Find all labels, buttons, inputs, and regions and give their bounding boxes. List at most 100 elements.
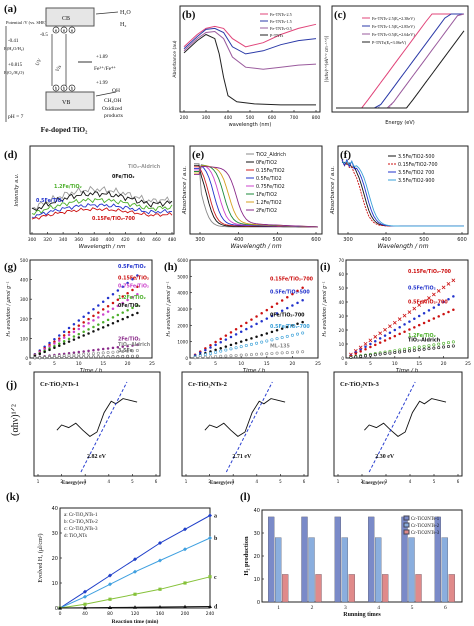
- x-tick-label-g: 5: [53, 361, 56, 367]
- data-point-g: [135, 354, 139, 358]
- data-point-g: [48, 348, 51, 352]
- data-point-i: [432, 306, 436, 309]
- data-point-i: [393, 328, 397, 332]
- data-point-g: [48, 341, 51, 345]
- data-point-h: [214, 348, 217, 352]
- x-tick-label-k: 160: [156, 611, 165, 617]
- x-tick-label-d: 440: [137, 237, 146, 243]
- data-point-g: [82, 352, 86, 356]
- x-tick-label-d: 460: [152, 237, 161, 243]
- y-tick-label-i: 0: [341, 356, 344, 361]
- data-point-g: [121, 345, 124, 348]
- data-point-g: [53, 342, 56, 345]
- data-point-h: [250, 325, 253, 328]
- x-axis-label-f: Wavelength / nm: [377, 243, 428, 250]
- plot-frame-j: [33, 371, 161, 477]
- data-point-h: [270, 305, 274, 309]
- x-tick-label-b: 300: [202, 115, 211, 121]
- legend-label-c: P-TNTs(Eₑ=3.06eV): [372, 40, 407, 45]
- potential-axis-label: Potential /V (vs. SHE): [6, 20, 47, 25]
- data-point-i: [422, 347, 426, 351]
- x-tick-label-j: 1: [185, 479, 188, 484]
- panel-label-g: (g): [4, 261, 17, 273]
- data-point-h: [234, 353, 238, 357]
- data-point-k: [133, 592, 137, 596]
- panel-label-l: (l): [240, 491, 251, 503]
- data-point-g: [62, 340, 66, 343]
- data-point-g: [101, 351, 105, 355]
- oxidized-label: Oxidized: [102, 106, 122, 112]
- legend-label-b: Fe-TNTs-2.5: [270, 12, 292, 17]
- legend-swatch-l: [403, 529, 410, 535]
- x-axis-label-k: Reaction time (min): [112, 618, 159, 625]
- data-point-i: [368, 353, 372, 357]
- x-tick-label-j: 1: [337, 479, 340, 484]
- data-point-h: [296, 289, 299, 293]
- x-tick-label-l: 6: [444, 605, 447, 611]
- data-point-g: [58, 337, 61, 340]
- data-point-g: [97, 328, 100, 331]
- data-point-h: [296, 332, 300, 336]
- x-tick-label-i: 5: [369, 361, 372, 367]
- data-point-i: [354, 352, 358, 355]
- data-point-i: [417, 303, 422, 307]
- y-tick-label-k: 0: [55, 606, 58, 612]
- data-point-g: [111, 355, 115, 359]
- plot-frame-h: [189, 259, 319, 359]
- y-axis-label-b: Absorbance (au): [172, 40, 178, 77]
- data-point-i: [442, 341, 446, 345]
- data-point-h: [301, 286, 304, 289]
- x-axis-label-d: Wavelength / nm: [79, 244, 126, 250]
- data-point-i: [407, 310, 412, 314]
- data-point-g: [67, 355, 71, 359]
- data-point-h: [255, 352, 259, 356]
- data-point-i: [437, 315, 440, 318]
- data-point-i: [436, 289, 441, 293]
- data-point-g: [116, 289, 120, 292]
- x-tick-label-i: 25: [465, 361, 471, 367]
- data-point-g: [92, 314, 95, 318]
- data-point-g: [106, 318, 110, 322]
- legend-label-f: 3.5Fe/TiO2-500: [398, 154, 435, 160]
- panel-label-e: (e): [192, 149, 205, 161]
- energy-level-label: +1.89: [96, 55, 108, 60]
- x-tick-label-d: 480: [168, 237, 177, 243]
- data-point-i: [373, 353, 377, 357]
- x-tick-label-j: 6: [457, 479, 460, 484]
- data-point-g: [131, 344, 134, 347]
- data-point-h: [245, 338, 248, 342]
- data-point-g: [126, 349, 130, 353]
- bar-l: [341, 537, 348, 603]
- series-line-k: [59, 576, 211, 609]
- data-point-i: [359, 348, 362, 351]
- x-tick-label-b: 700: [290, 115, 299, 121]
- x-axis-label-b: wavelength (nm): [229, 122, 272, 128]
- bar-l: [375, 537, 382, 603]
- x-tick-label-h: 0: [189, 361, 192, 367]
- data-point-g: [77, 324, 81, 327]
- legend-label-k: d: TiO₂NTs: [64, 534, 87, 539]
- data-point-i: [412, 346, 416, 350]
- data-point-i: [383, 334, 387, 337]
- data-point-k: [108, 573, 112, 578]
- data-point-i: [388, 351, 392, 355]
- data-point-h: [203, 355, 207, 359]
- series-label-g: 0.15Fe/TiO₂: [118, 276, 149, 282]
- data-point-g: [130, 354, 134, 358]
- data-point-g: [82, 334, 85, 337]
- electron-symbol: e: [71, 28, 74, 33]
- panel-label-h: (h): [164, 261, 178, 273]
- data-point-g: [116, 319, 120, 323]
- data-point-g: [101, 355, 105, 359]
- redox-pair-label: E(H₂O/H₂): [4, 46, 24, 51]
- data-point-h: [296, 350, 300, 354]
- data-point-g: [62, 334, 66, 337]
- panel-label-d: (d): [4, 149, 18, 161]
- x-axis-label-h: Time / h: [243, 368, 266, 374]
- x-tick-label-h: 20: [290, 361, 296, 367]
- data-point-i: [378, 337, 382, 340]
- plot-frame-d: [29, 145, 175, 235]
- data-point-g: [106, 347, 110, 350]
- data-point-g: [126, 315, 129, 319]
- plot-frame-c: [331, 5, 469, 113]
